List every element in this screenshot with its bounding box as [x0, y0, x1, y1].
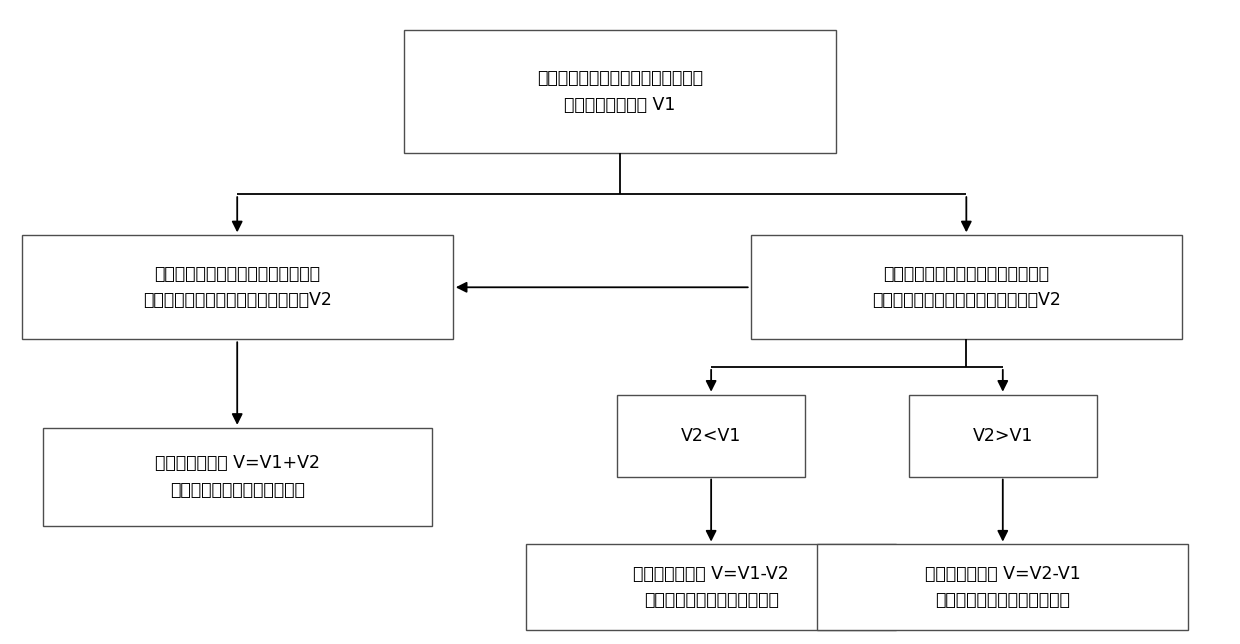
Text: 目标车行驶速度 V=V2-V1
目标车行驶方向与测量车相反: 目标车行驶速度 V=V2-V1 目标车行驶方向与测量车相反 — [925, 565, 1081, 609]
Text: V2<V1: V2<V1 — [681, 426, 742, 444]
Text: 目标车行驶速度 V=V1-V2
目标车行驶方向与测量车同向: 目标车行驶速度 V=V1-V2 目标车行驶方向与测量车同向 — [634, 565, 789, 609]
FancyBboxPatch shape — [909, 395, 1097, 477]
FancyBboxPatch shape — [42, 428, 432, 526]
Text: 目标车行驶速度 V=V1+V2
目标车行驶方向与测量车同向: 目标车行驶速度 V=V1+V2 目标车行驶方向与测量车同向 — [155, 455, 320, 499]
FancyBboxPatch shape — [817, 544, 1188, 630]
Text: V2>V1: V2>V1 — [972, 426, 1033, 444]
Text: 目标车自雷达波外边界进入测量范围
测得目标车与测量车的相对运动速度V2: 目标车自雷达波外边界进入测量范围 测得目标车与测量车的相对运动速度V2 — [143, 265, 331, 310]
FancyBboxPatch shape — [750, 235, 1182, 339]
Text: 雷达实时接收静止背景物体的反射波
得到测量车的速度 V1: 雷达实时接收静止背景物体的反射波 得到测量车的速度 V1 — [537, 70, 703, 114]
FancyBboxPatch shape — [618, 395, 805, 477]
FancyBboxPatch shape — [526, 544, 897, 630]
FancyBboxPatch shape — [21, 235, 453, 339]
FancyBboxPatch shape — [404, 30, 836, 153]
Text: 目标车自雷达波内边界进入测量范围
测得目标车与测量车的相对运动速度V2: 目标车自雷达波内边界进入测量范围 测得目标车与测量车的相对运动速度V2 — [872, 265, 1060, 310]
